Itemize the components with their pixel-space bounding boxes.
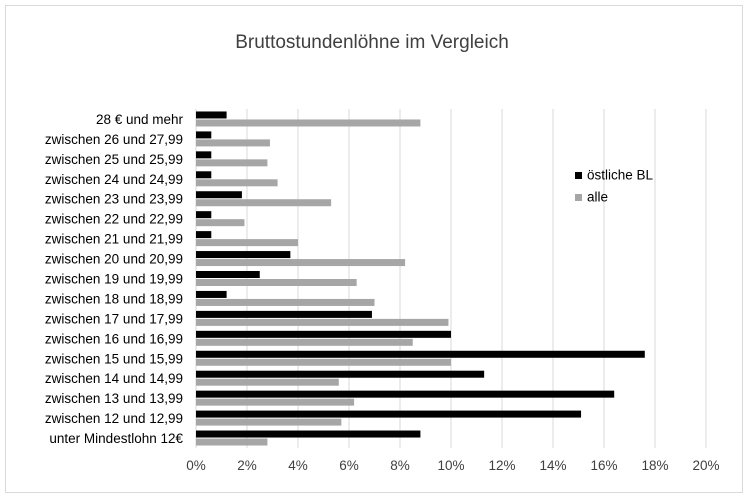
x-tick-label: 12%	[488, 458, 515, 473]
bar-oestliche-bl	[196, 390, 615, 398]
bar-oestliche-bl	[196, 231, 212, 239]
bar-oestliche-bl	[196, 370, 485, 378]
bar-alle	[196, 199, 332, 207]
bar-alle	[196, 159, 268, 167]
legend-swatch	[575, 172, 582, 179]
bar-alle	[196, 438, 268, 446]
bar-oestliche-bl	[196, 410, 582, 418]
chart-title: Bruttostundenlöhne im Vergleich	[235, 32, 509, 53]
bar-alle	[196, 398, 355, 406]
bar-oestliche-bl	[196, 330, 451, 338]
bar-oestliche-bl	[196, 211, 212, 219]
bar-alle	[196, 219, 245, 227]
x-axis-ticks: 0% 2% 4% 6% 8% 10% 12% 14% 16% 18% 20%	[186, 458, 719, 473]
x-tick-label: 8%	[390, 458, 410, 473]
bar-oestliche-bl	[196, 151, 212, 159]
bar-oestliche-bl	[196, 290, 227, 298]
category-label: zwischen 19 und 19,99	[45, 272, 183, 287]
category-label: zwischen 24 und 24,99	[45, 172, 183, 187]
bar-alle	[196, 139, 270, 147]
bar-oestliche-bl	[196, 131, 212, 139]
x-tick-label: 14%	[539, 458, 566, 473]
category-labels: unter Mindestlohn 12€ zwischen 12 und 12,…	[45, 112, 184, 446]
x-tick-label: 4%	[288, 458, 308, 473]
x-tick-label: 10%	[437, 458, 464, 473]
category-label: unter Mindestlohn 12€	[49, 431, 183, 446]
x-tick-label: 2%	[237, 458, 257, 473]
category-label: zwischen 15 und 15,99	[45, 351, 183, 366]
x-tick-label: 0%	[186, 458, 206, 473]
category-label: zwischen 26 und 27,99	[45, 132, 183, 147]
bar-oestliche-bl	[196, 251, 291, 259]
bar-oestliche-bl	[196, 430, 421, 438]
category-label: zwischen 25 und 25,99	[45, 152, 183, 167]
bar-oestliche-bl	[196, 191, 242, 199]
legend-swatch	[575, 194, 582, 201]
bar-oestliche-bl	[196, 350, 645, 358]
category-label: 28 € und mehr	[96, 112, 184, 127]
bar-alle	[196, 418, 342, 426]
legend-label: alle	[587, 190, 608, 205]
bar-alle	[196, 179, 278, 187]
category-label: zwischen 21 und 21,99	[45, 232, 183, 247]
category-label: zwischen 17 und 17,99	[45, 311, 183, 326]
bar-alle	[196, 338, 413, 346]
bar-alle	[196, 239, 298, 247]
bar-oestliche-bl	[196, 111, 227, 119]
bar-oestliche-bl	[196, 310, 372, 318]
category-label: zwischen 13 und 13,99	[45, 391, 183, 406]
category-label: zwischen 18 und 18,99	[45, 291, 183, 306]
bar-alle	[196, 358, 451, 366]
category-label: zwischen 23 und 23,99	[45, 192, 183, 207]
category-label: zwischen 22 und 22,99	[45, 212, 183, 227]
category-label: zwischen 16 und 16,99	[45, 331, 183, 346]
bar-oestliche-bl	[196, 271, 260, 278]
x-tick-label: 18%	[641, 458, 668, 473]
bar-alle	[196, 318, 449, 326]
bar-alle	[196, 259, 406, 267]
bars	[196, 111, 645, 446]
category-label: zwischen 14 und 14,99	[45, 371, 183, 386]
bar-alle	[196, 298, 375, 306]
x-tick-label: 6%	[339, 458, 359, 473]
category-label: zwischen 20 und 20,99	[45, 252, 183, 267]
bar-alle	[196, 378, 339, 386]
legend: östliche BL alle	[575, 168, 654, 205]
bar-oestliche-bl	[196, 171, 212, 179]
x-tick-label: 20%	[692, 458, 719, 473]
legend-label: östliche BL	[587, 168, 654, 183]
bar-alle	[196, 119, 421, 127]
category-label: zwischen 12 und 12,99	[45, 411, 183, 426]
x-tick-label: 16%	[590, 458, 617, 473]
bar-alle	[196, 279, 357, 286]
